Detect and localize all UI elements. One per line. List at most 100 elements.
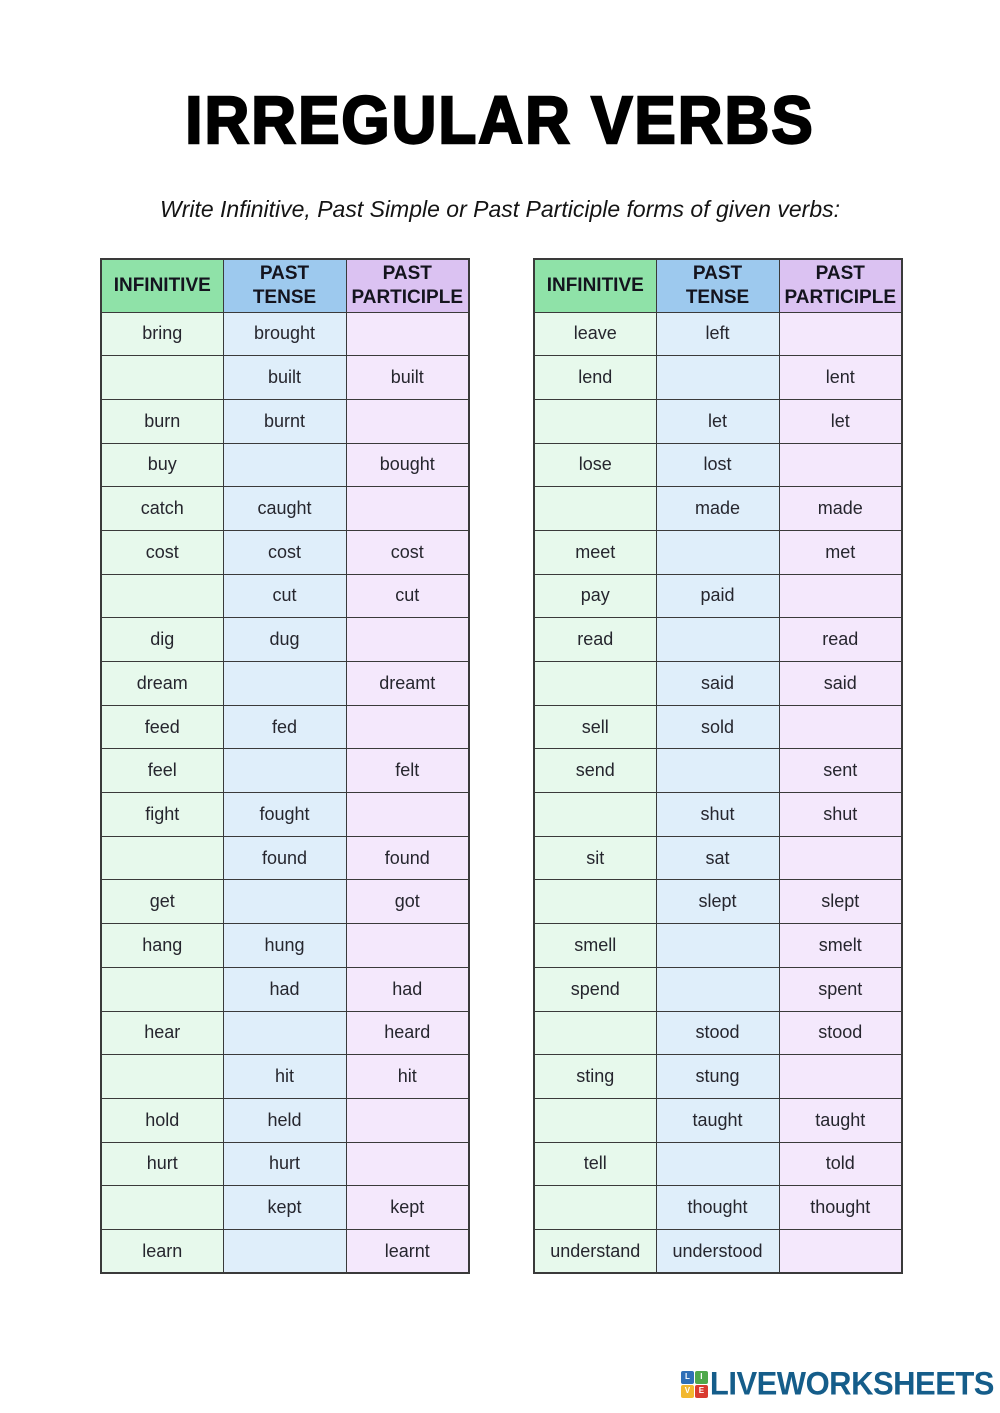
answer-cell[interactable]	[533, 398, 657, 444]
verb-cell: thought	[655, 1185, 780, 1230]
table-row: lend lent	[533, 355, 903, 400]
answer-cell[interactable]	[655, 748, 780, 794]
answer-cell[interactable]	[100, 966, 224, 1012]
table-row: hurt hurt	[100, 1141, 470, 1187]
answer-cell[interactable]	[533, 486, 657, 531]
table-row: read read	[533, 617, 903, 662]
table-row: had had	[100, 966, 470, 1012]
answer-cell[interactable]	[778, 573, 903, 619]
answer-cell[interactable]	[778, 442, 903, 488]
verb-cell: spent	[778, 966, 903, 1012]
verb-cell: feed	[100, 704, 224, 750]
verb-cell: heard	[345, 1010, 470, 1056]
answer-cell[interactable]	[100, 1054, 224, 1099]
verb-cell: learnt	[345, 1228, 470, 1274]
answer-cell[interactable]	[345, 704, 470, 750]
verb-cell: dream	[100, 661, 224, 706]
verb-cell: hit	[345, 1054, 470, 1099]
answer-cell[interactable]	[222, 442, 347, 488]
verb-cell: hold	[100, 1097, 224, 1143]
table-row: lose lost	[533, 442, 903, 488]
answer-cell[interactable]	[655, 617, 780, 662]
table-row: learn learnt	[100, 1228, 470, 1274]
answer-cell[interactable]	[655, 529, 780, 575]
verb-cell: left	[655, 311, 780, 357]
table-row: leave left	[533, 311, 903, 357]
table-row: dig dug	[100, 617, 470, 662]
answer-cell[interactable]	[222, 1228, 347, 1274]
column-header-past-participle: PAST PARTICIPLE	[778, 258, 903, 313]
answer-cell[interactable]	[778, 1054, 903, 1099]
verb-cell: feel	[100, 748, 224, 794]
verb-cell: dug	[222, 617, 347, 662]
logo-square-e: E	[694, 1384, 708, 1398]
verb-cell: kept	[222, 1185, 347, 1230]
answer-cell[interactable]	[222, 879, 347, 925]
answer-cell[interactable]	[778, 835, 903, 881]
answer-cell[interactable]	[345, 923, 470, 968]
answer-cell[interactable]	[222, 661, 347, 706]
answer-cell[interactable]	[100, 355, 224, 400]
answer-cell[interactable]	[345, 1141, 470, 1187]
column-header-past-tense: PAST TENSE	[655, 258, 780, 313]
table-row: thought thought	[533, 1185, 903, 1230]
verb-cell: buy	[100, 442, 224, 488]
answer-cell[interactable]	[222, 748, 347, 794]
answer-cell[interactable]	[533, 1185, 657, 1230]
table-row: hold held	[100, 1097, 470, 1143]
verb-cell: met	[778, 529, 903, 575]
verb-cell: held	[222, 1097, 347, 1143]
answer-cell[interactable]	[655, 355, 780, 400]
answer-cell[interactable]	[345, 311, 470, 357]
answer-cell[interactable]	[345, 398, 470, 444]
answer-cell[interactable]	[222, 1010, 347, 1056]
verb-cell: burnt	[222, 398, 347, 444]
answer-cell[interactable]	[100, 573, 224, 619]
answer-cell[interactable]	[100, 835, 224, 881]
answer-cell[interactable]	[655, 966, 780, 1012]
table-row: fight fought	[100, 792, 470, 837]
table-row: spend spent	[533, 966, 903, 1012]
answer-cell[interactable]	[533, 1010, 657, 1056]
table-row: bring brought	[100, 311, 470, 357]
verb-cell: taught	[655, 1097, 780, 1143]
answer-cell[interactable]	[345, 1097, 470, 1143]
verb-cell: kept	[345, 1185, 470, 1230]
verb-cell: made	[778, 486, 903, 531]
answer-cell[interactable]	[533, 792, 657, 837]
answer-cell[interactable]	[345, 792, 470, 837]
answer-cell[interactable]	[345, 486, 470, 531]
verb-cell: dig	[100, 617, 224, 662]
answer-cell[interactable]	[100, 1185, 224, 1230]
answer-cell[interactable]	[778, 311, 903, 357]
answer-cell[interactable]	[655, 1141, 780, 1187]
verb-cell: built	[345, 355, 470, 400]
verb-cell: bring	[100, 311, 224, 357]
table-row: sting stung	[533, 1054, 903, 1099]
answer-cell[interactable]	[345, 617, 470, 662]
verb-cell: understood	[655, 1228, 780, 1274]
table-row: let let	[533, 398, 903, 444]
verb-cell: smelt	[778, 923, 903, 968]
header-row: INFINITIVE PAST TENSE PAST PARTICIPLE	[100, 258, 470, 313]
verb-cell: catch	[100, 486, 224, 531]
answer-cell[interactable]	[778, 1228, 903, 1274]
table-row: feel felt	[100, 748, 470, 794]
verb-cell: said	[655, 661, 780, 706]
answer-cell[interactable]	[778, 704, 903, 750]
table-row: kept kept	[100, 1185, 470, 1230]
verb-cell: read	[533, 617, 657, 662]
answer-cell[interactable]	[533, 661, 657, 706]
answer-cell[interactable]	[533, 879, 657, 925]
verb-cell: found	[222, 835, 347, 881]
worksheet-title: IRREGULAR VERBS	[184, 83, 815, 159]
verb-cell: get	[100, 879, 224, 925]
answer-cell[interactable]	[655, 923, 780, 968]
answer-cell[interactable]	[533, 1097, 657, 1143]
verb-cell: brought	[222, 311, 347, 357]
verb-cell: cost	[100, 529, 224, 575]
verb-cell: sting	[533, 1054, 657, 1099]
verb-cell: sell	[533, 704, 657, 750]
